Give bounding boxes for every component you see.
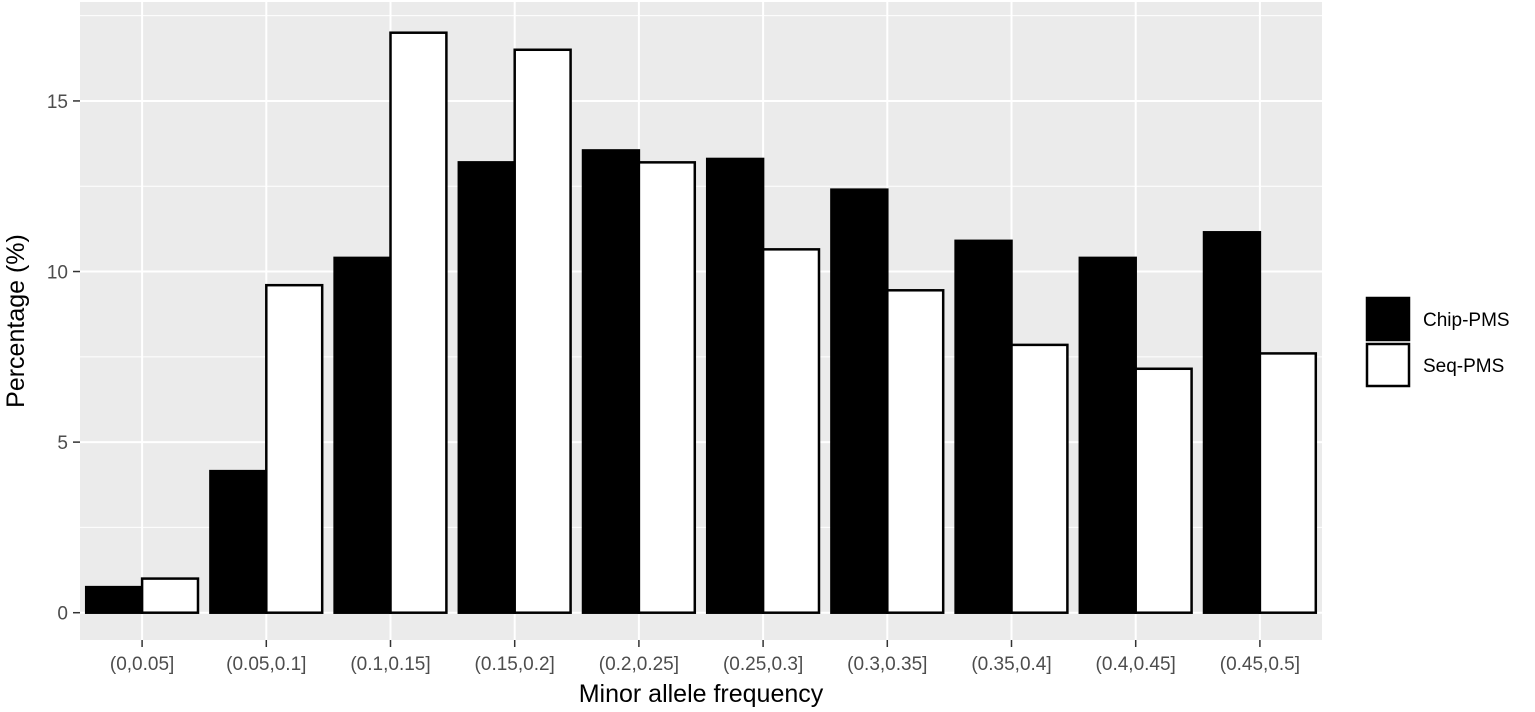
bar-chip-pms-7 — [954, 239, 1013, 614]
bar-chip-pms-8 — [1078, 256, 1137, 614]
bar-chip-pms-1 — [209, 469, 268, 614]
x-tick-label: (0,0.05] — [110, 654, 174, 675]
bar-seq-pms-7 — [1010, 343, 1069, 614]
y-axis-title: Percentage (%) — [2, 234, 30, 408]
bar-seq-pms-4 — [637, 161, 697, 614]
x-tick-label: (0.45,0.5] — [1220, 654, 1300, 675]
bar-chip-pms-0 — [84, 585, 144, 614]
y-tick-label: 15 — [47, 92, 68, 113]
bar-seq-pms-9 — [1258, 352, 1318, 614]
x-tick-label: (0.4,0.45] — [1096, 654, 1176, 675]
x-tick-label: (0.2,0.25] — [599, 654, 679, 675]
bars — [84, 31, 1318, 614]
bar-chip-pms-9 — [1202, 231, 1262, 614]
legend-key-seq-pms — [1365, 342, 1411, 388]
bar-seq-pms-6 — [886, 289, 945, 614]
bar-seq-pms-1 — [265, 283, 324, 614]
y-tick-label: 10 — [47, 263, 68, 284]
bar-seq-pms-0 — [140, 577, 200, 614]
y-tick-label: 5 — [57, 433, 68, 454]
bar-chip-pms-4 — [581, 149, 641, 614]
x-tick-label: (0.25,0.3] — [723, 654, 803, 675]
x-tick-label: (0.35,0.4] — [971, 654, 1051, 675]
bar-seq-pms-3 — [513, 48, 572, 614]
bar-chip-pms-6 — [830, 188, 889, 614]
x-tick-label: (0.15,0.2] — [475, 654, 555, 675]
x-tick-label: (0.05,0.1] — [226, 654, 306, 675]
x-tick-label: (0.1,0.15] — [350, 654, 430, 675]
bar-seq-pms-8 — [1134, 367, 1193, 614]
bar-chip-pms-2 — [333, 256, 392, 614]
legend-label-seq-pms: Seq-PMS — [1423, 356, 1504, 377]
legend-label-chip-pms: Chip-PMS — [1423, 310, 1510, 331]
y-axis: 0 5 10 15 — [47, 92, 80, 625]
bar-seq-pms-2 — [389, 31, 448, 614]
bar-chip-pms-3 — [457, 161, 516, 614]
x-axis: (0,0.05] (0.05,0.1] (0.1,0.15] (0.15,0.2] (0… — [110, 640, 1300, 675]
bar-chip-pms-5 — [705, 157, 765, 614]
legend-key-chip-pms — [1365, 296, 1411, 342]
bar-seq-pms-5 — [761, 248, 821, 614]
y-tick-label: 0 — [57, 604, 68, 625]
x-tick-label: (0.3,0.35] — [847, 654, 927, 675]
legend: Chip-PMS Seq-PMS — [1365, 296, 1510, 388]
x-axis-title: Minor allele frequency — [579, 680, 824, 708]
